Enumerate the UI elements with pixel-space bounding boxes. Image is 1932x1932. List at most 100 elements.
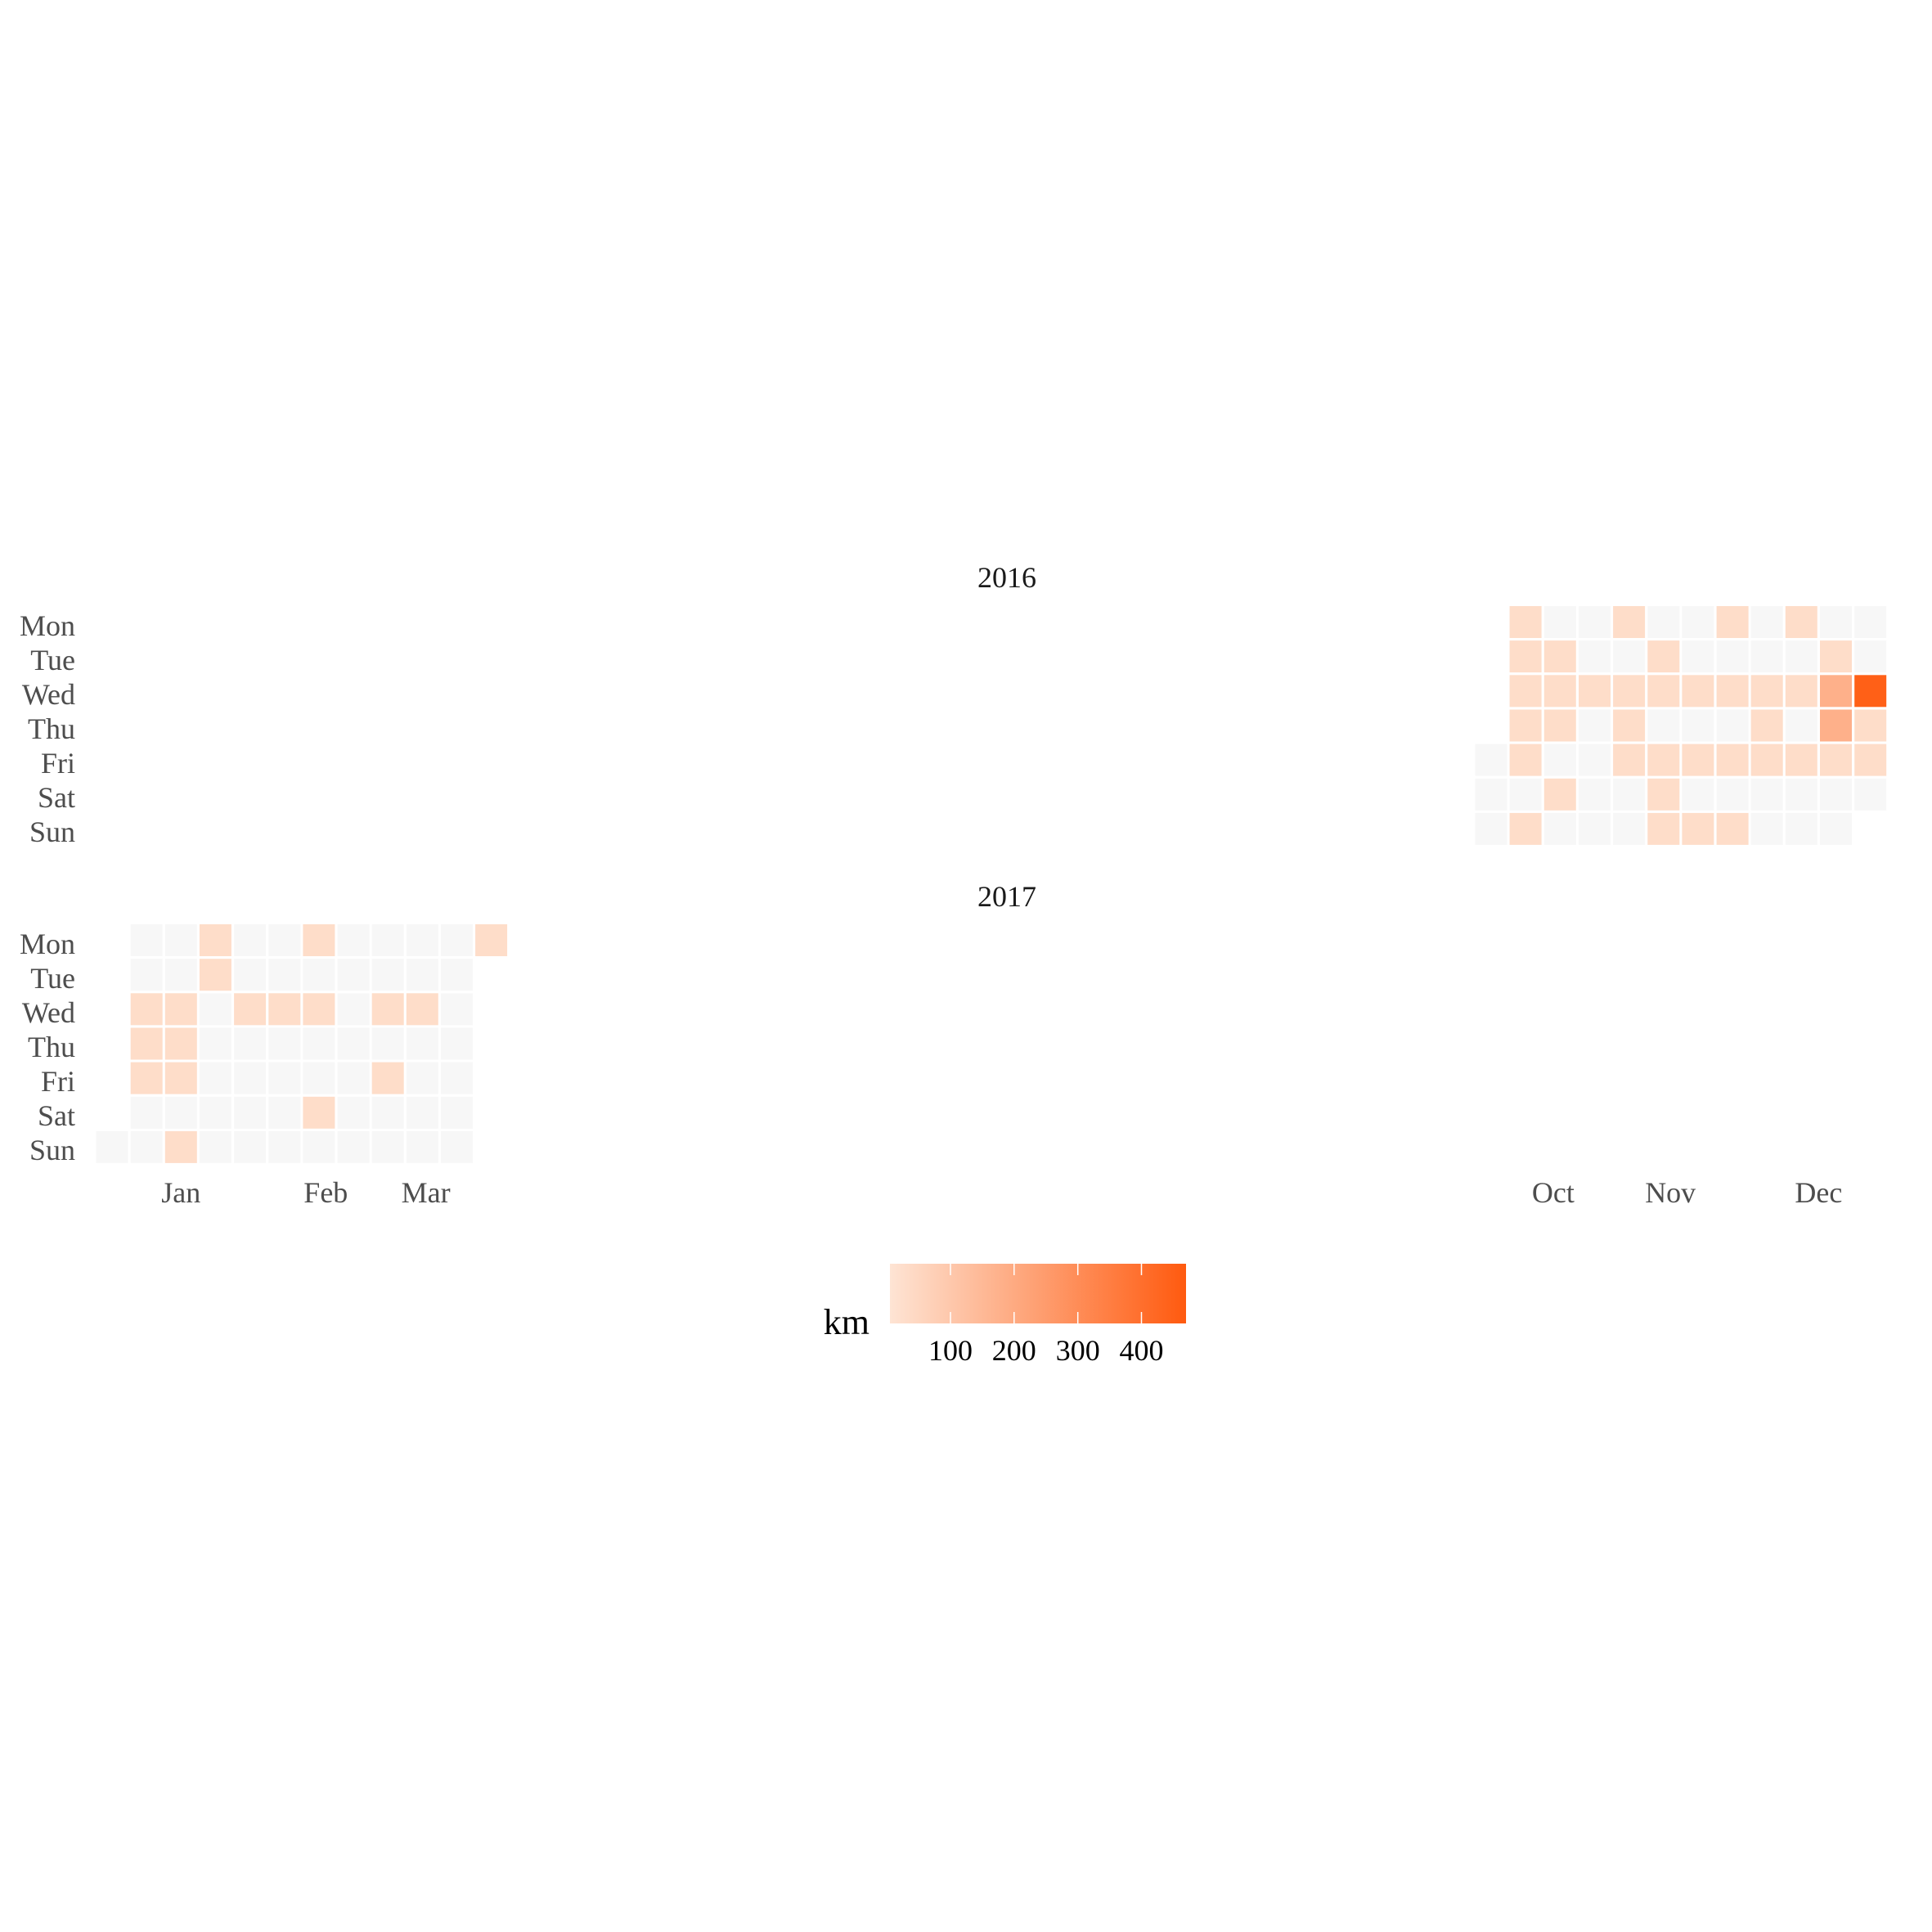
- heatmap-tile: [1854, 640, 1887, 673]
- heatmap-tile: [441, 959, 473, 991]
- heatmap-tile: [406, 924, 438, 956]
- heatmap-tile: [1543, 640, 1576, 673]
- heatmap-tile: [1682, 709, 1714, 742]
- heatmap-tile: [303, 924, 335, 956]
- heatmap-tile: [1854, 675, 1887, 708]
- heatmap-tile: [1647, 709, 1680, 742]
- heatmap-tile: [406, 1062, 438, 1094]
- heatmap-tile: [234, 924, 267, 956]
- heatmap-tile: [1820, 812, 1852, 845]
- heatmap-tile: [1613, 812, 1646, 845]
- heatmap-tile: [1647, 675, 1680, 708]
- tiles-2017: [96, 924, 508, 1163]
- heatmap-tile: [337, 959, 370, 991]
- weekday-label-thu: Thu: [28, 712, 75, 745]
- weekday-label-sat: Sat: [38, 781, 75, 814]
- heatmap-tile: [371, 924, 404, 956]
- heatmap-tile: [441, 993, 473, 1026]
- heatmap-tile: [130, 924, 163, 956]
- heatmap-tile: [234, 1130, 267, 1163]
- heatmap-tile: [234, 993, 267, 1026]
- heatmap-tile: [1579, 778, 1611, 811]
- heatmap-tile: [1613, 640, 1646, 673]
- heatmap-tile: [337, 1130, 370, 1163]
- month-label-dec: Dec: [1795, 1176, 1842, 1209]
- heatmap-tile: [1785, 640, 1817, 673]
- heatmap-tile: [1543, 744, 1576, 776]
- month-label-mar: Mar: [402, 1176, 451, 1209]
- heatmap-tile: [1682, 675, 1714, 708]
- heatmap-tile: [1613, 709, 1646, 742]
- heatmap-tile: [199, 1130, 231, 1163]
- heatmap-tile: [1716, 812, 1749, 845]
- heatmap-tile: [268, 959, 301, 991]
- heatmap-tile: [1543, 675, 1576, 708]
- heatmap-tile: [371, 993, 404, 1026]
- heatmap-tile: [371, 1096, 404, 1129]
- heatmap-tile: [268, 993, 301, 1026]
- heatmap-tile: [441, 1062, 473, 1094]
- heatmap-tile: [164, 924, 197, 956]
- legend-tick-label: 200: [992, 1334, 1036, 1367]
- heatmap-tile: [1854, 709, 1887, 742]
- weekday-label-mon: Mon: [20, 609, 75, 642]
- weekday-labels-2017: Mon Tue Wed Thu Fri Sat Sun: [20, 928, 75, 1166]
- heatmap-tile: [130, 993, 163, 1026]
- heatmap-tile: [268, 1062, 301, 1094]
- heatmap-tile: [199, 924, 231, 956]
- heatmap-tile: [1750, 744, 1783, 776]
- heatmap-tile: [1854, 606, 1887, 638]
- heatmap-tile: [1509, 812, 1542, 845]
- heatmap-tile: [303, 1096, 335, 1129]
- heatmap-tile: [1785, 744, 1817, 776]
- heatmap-tile: [1785, 709, 1817, 742]
- heatmap-tile: [1579, 606, 1611, 638]
- heatmap-tile: [130, 1130, 163, 1163]
- heatmap-tile: [1820, 709, 1852, 742]
- heatmap-tile: [1716, 640, 1749, 673]
- heatmap-tile: [406, 993, 438, 1026]
- heatmap-tile: [406, 1096, 438, 1129]
- heatmap-tile: [1475, 812, 1507, 845]
- legend-tick-label: 100: [928, 1334, 973, 1367]
- heatmap-tile: [371, 1027, 404, 1060]
- month-label-oct: Oct: [1532, 1176, 1575, 1209]
- heatmap-tile: [406, 959, 438, 991]
- heatmap-tile: [1579, 744, 1611, 776]
- heatmap-tile: [199, 1027, 231, 1060]
- heatmap-tile: [1750, 812, 1783, 845]
- weekday-label-sun: Sun: [29, 815, 75, 848]
- heatmap-tile: [164, 1130, 197, 1163]
- heatmap-tile: [130, 1062, 163, 1094]
- heatmap-tile: [1716, 709, 1749, 742]
- heatmap-tile: [303, 993, 335, 1026]
- heatmap-tile: [1579, 812, 1611, 845]
- tiles-2016: [1475, 606, 1887, 845]
- heatmap-tile: [475, 924, 508, 956]
- heatmap-tile: [1750, 640, 1783, 673]
- legend-title: km: [824, 1302, 869, 1342]
- heatmap-tile: [303, 1062, 335, 1094]
- heatmap-tile: [1785, 778, 1817, 811]
- heatmap-tile: [268, 1096, 301, 1129]
- heatmap-tile: [1682, 640, 1714, 673]
- heatmap-tile: [406, 1027, 438, 1060]
- heatmap-tile: [1716, 606, 1749, 638]
- heatmap-tile: [164, 1062, 197, 1094]
- heatmap-tile: [303, 1130, 335, 1163]
- heatmap-tile: [234, 959, 267, 991]
- month-label-jan: Jan: [161, 1176, 200, 1209]
- heatmap-tile: [1579, 675, 1611, 708]
- heatmap-tile: [1682, 812, 1714, 845]
- weekday-label-tue: Tue: [30, 962, 75, 995]
- heatmap-tile: [1682, 606, 1714, 638]
- facet-2017: 2017 Mon Tue Wed Thu Fri Sat Sun: [20, 880, 1036, 1166]
- weekday-label-fri: Fri: [41, 747, 75, 780]
- heatmap-tile: [1579, 709, 1611, 742]
- heatmap-tile: [337, 1027, 370, 1060]
- month-axis: Jan Feb Mar Oct Nov Dec: [161, 1176, 1842, 1209]
- heatmap-tile: [164, 993, 197, 1026]
- heatmap-tile: [441, 924, 473, 956]
- heatmap-tile: [199, 993, 231, 1026]
